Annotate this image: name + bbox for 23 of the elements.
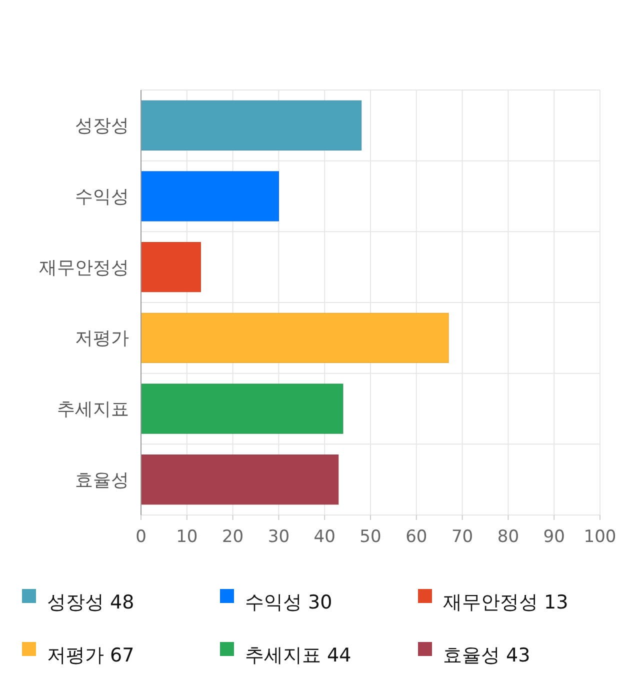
legend-label: 추세지표 44 [245,644,352,667]
y-tick-label: 수익성 [75,186,129,208]
y-tick-label: 재무안정성 [39,257,129,278]
x-tick-label: 0 [136,527,146,547]
x-tick-label: 50 [360,527,382,547]
y-tick-label: 추세지표 [57,399,129,420]
x-tick-label: 100 [584,527,616,547]
y-tick-label: 저평가 [75,328,129,350]
legend-label: 성장성 48 [47,592,134,614]
y-tick-label: 성장성 [75,116,129,137]
legend-label: 수익성 30 [245,592,332,614]
y-tick-label: 효율성 [75,470,129,491]
x-tick-label: 30 [268,527,290,547]
legend-label: 재무안정성 13 [443,592,568,614]
x-tick-label: 90 [543,527,565,547]
x-tick-label: 20 [222,527,244,547]
x-tick-label: 70 [451,527,474,547]
legend-label: 효율성 43 [443,644,530,667]
x-tick-label: 40 [314,527,336,547]
x-tick-label: 60 [406,527,428,547]
x-tick-label: 80 [497,527,520,547]
legend-label: 저평가 67 [47,644,134,667]
x-tick-label: 10 [176,527,198,547]
